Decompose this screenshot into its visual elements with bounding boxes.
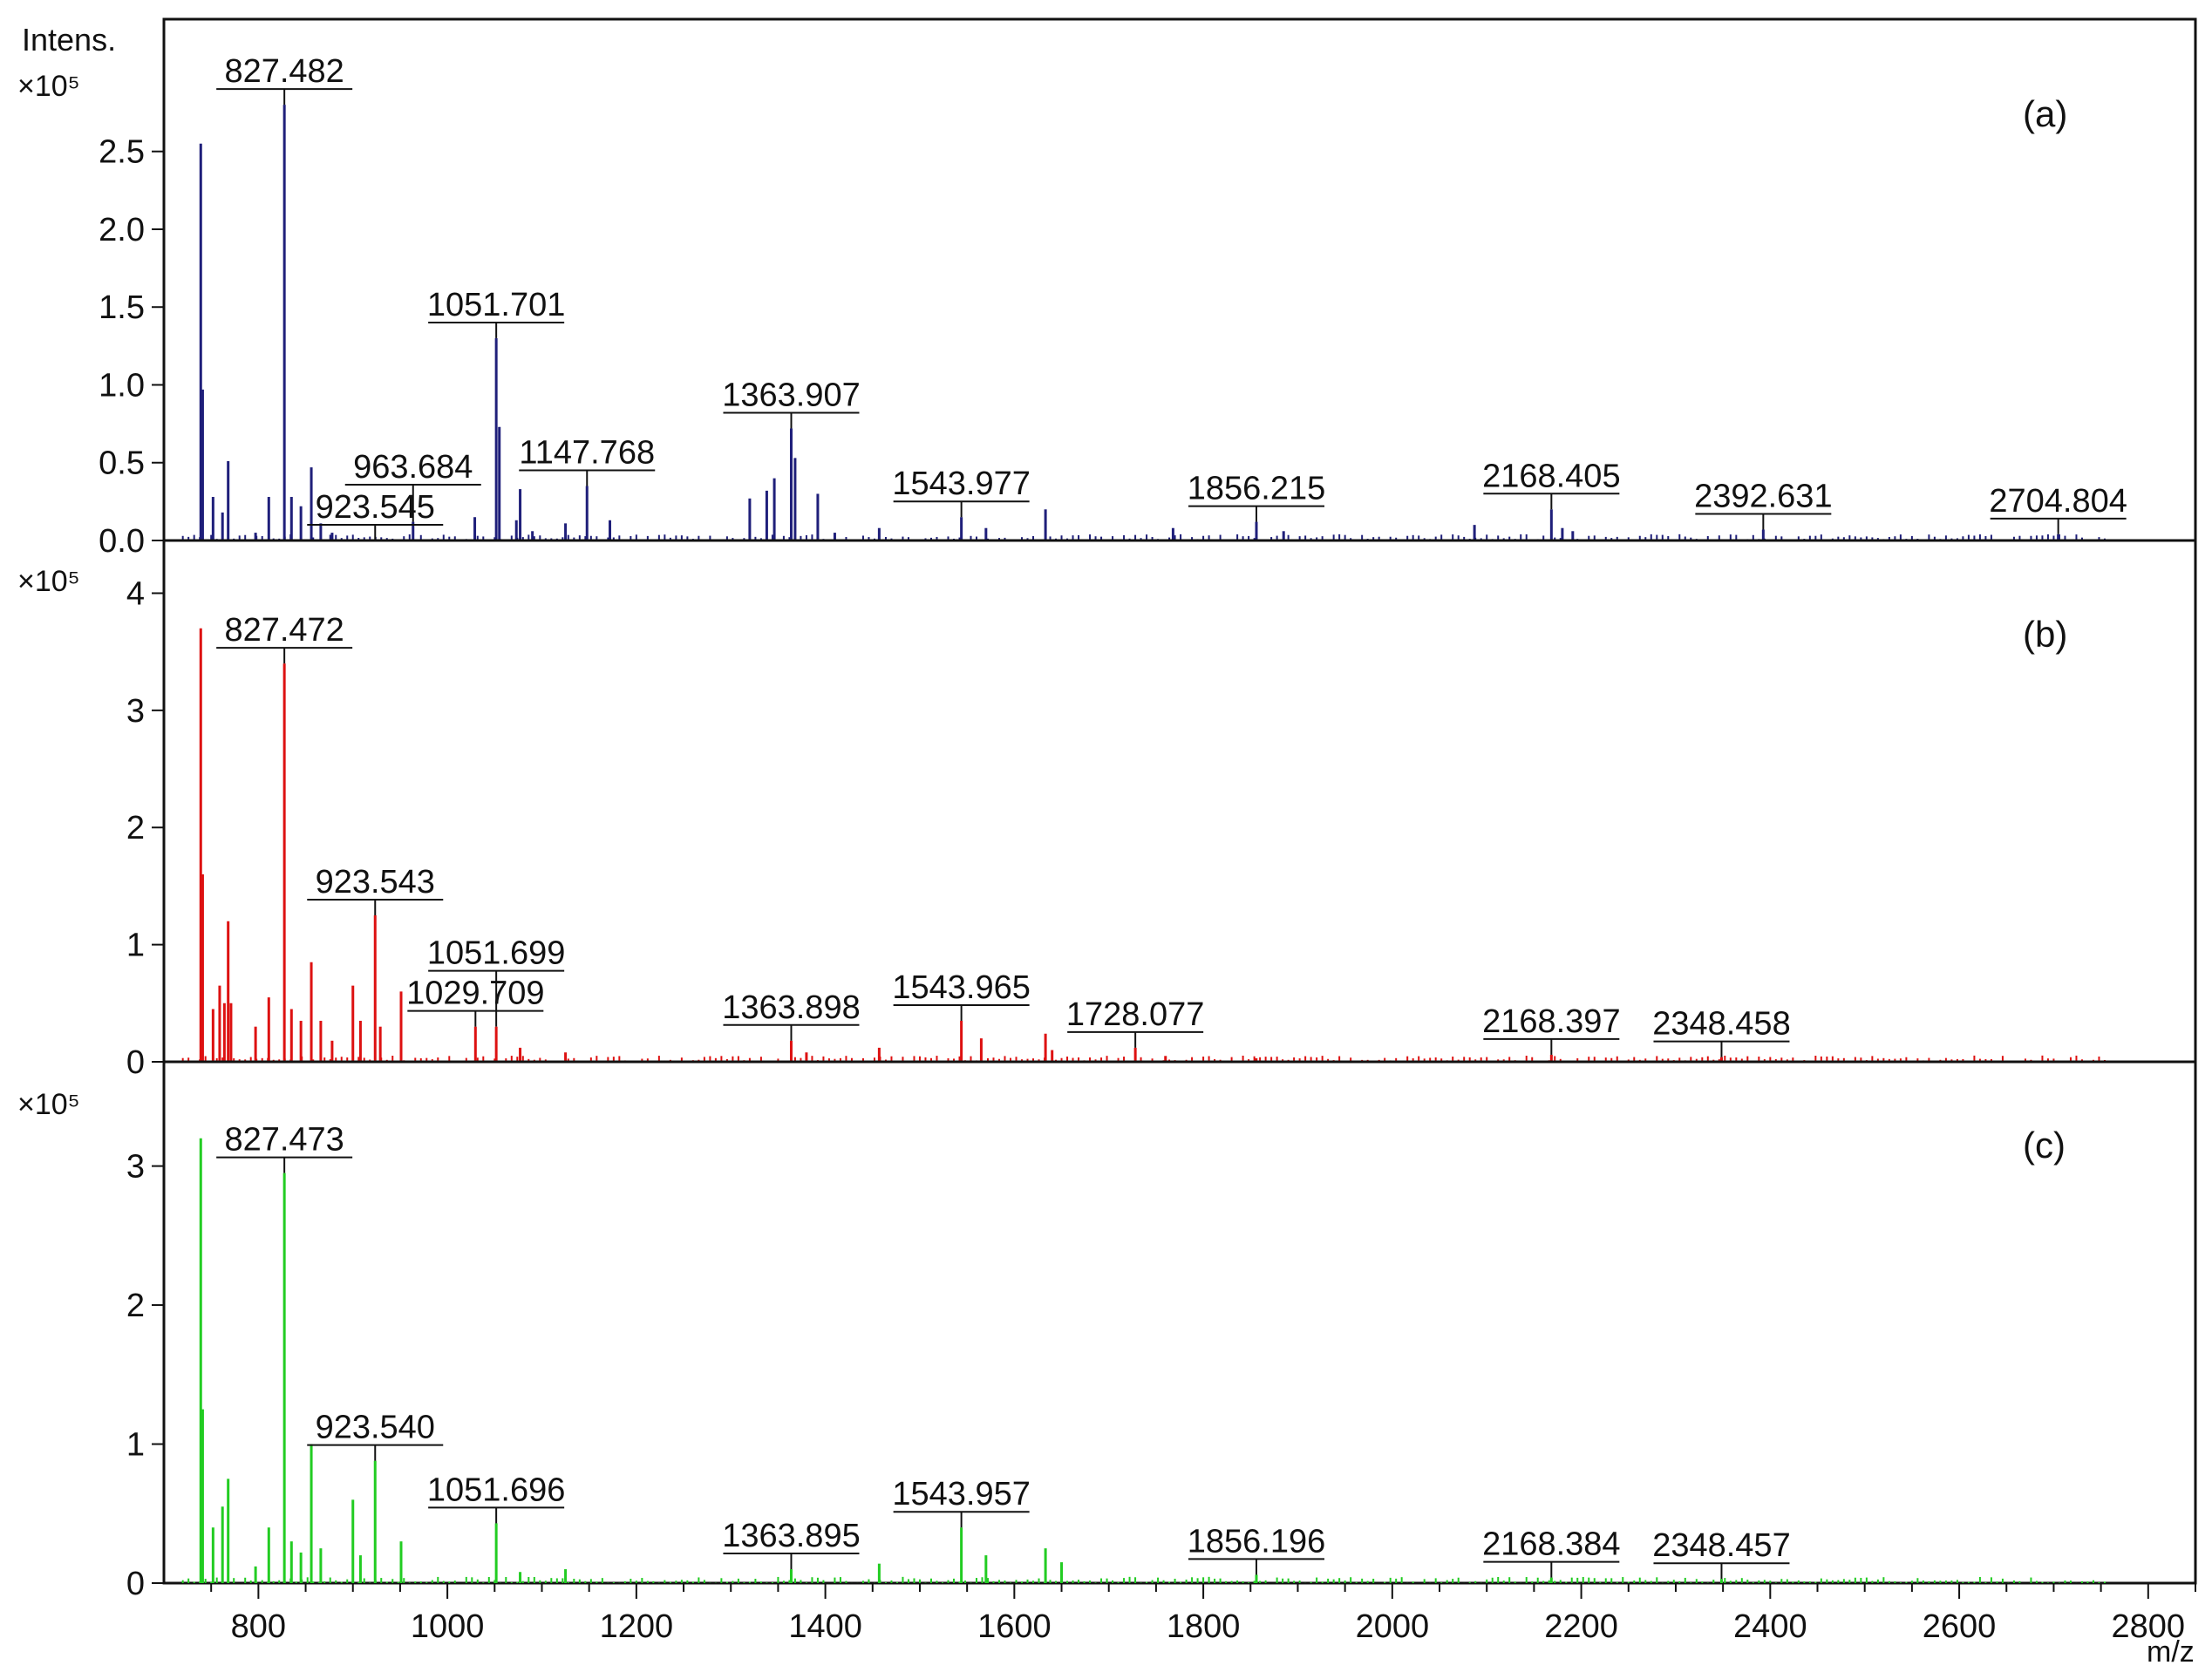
- panel-a: Intens. ×10⁵ (a) 0.0 0.5 1.0 1.5 2.0 2.5 827.…: [17, 17, 2197, 560]
- x-tick-label: 2800: [2112, 1608, 2186, 1645]
- x-tick-label: 1600: [977, 1608, 1052, 1645]
- peak-annotation-label: 1363.898: [722, 989, 861, 1026]
- x-tick-label: 1400: [788, 1608, 862, 1645]
- y-tick-label: 2: [126, 1288, 145, 1324]
- panel-c-label: (c): [2023, 1125, 2066, 1166]
- peak-annotation-label: 2348.457: [1652, 1527, 1791, 1564]
- peak-annotation-label: 923.545: [316, 489, 435, 526]
- y-tick-label: 3: [126, 1149, 145, 1186]
- peak-annotation-label: 1029.709: [406, 975, 545, 1012]
- peak-annotation-label: 1728.077: [1066, 996, 1205, 1033]
- x-tick-label: 2000: [1356, 1608, 1430, 1645]
- peak-annotation-label: 1363.907: [722, 377, 861, 413]
- x-tick-label: 2400: [1733, 1608, 1807, 1645]
- y-tick-label: 1.0: [99, 367, 145, 404]
- peak-annotation-label: 1051.701: [427, 287, 566, 323]
- y-tick-label: 1: [126, 1427, 145, 1464]
- panel-b-y-axis: 0 1 2 3 4: [126, 575, 164, 1081]
- x-axis-label: m/z: [2147, 1635, 2195, 1669]
- peak-annotation-label: 1856.196: [1188, 1523, 1326, 1560]
- y-tick-label: 1.5: [99, 289, 145, 326]
- panel-b-label: (b): [2023, 614, 2067, 655]
- peak-annotation-label: 827.472: [224, 612, 344, 649]
- peak-annotation-label: 1856.215: [1188, 471, 1326, 507]
- panel-b-peaks: [181, 628, 2106, 1062]
- peak-annotation-label: 1543.965: [892, 969, 1031, 1006]
- peak-annotation-label: 1051.696: [427, 1472, 566, 1508]
- x-tick-label: 1200: [600, 1608, 674, 1645]
- panel-c-peaks: [181, 1138, 2106, 1583]
- y-tick-label: 2.0: [99, 212, 145, 248]
- x-axis: 800 1000 1200 1400 1600 1800 2000 2200 2400 2600 2…: [210, 1583, 2196, 1645]
- x-tick-label: 1800: [1167, 1608, 1241, 1645]
- y-tick-label: 3: [126, 693, 145, 730]
- peak-annotation-label: 1147.768: [519, 435, 655, 472]
- panel-a-y-unit: ×10⁵: [17, 70, 80, 103]
- panel-c-frame: [162, 1060, 2197, 1585]
- peak-annotation-label: 827.473: [224, 1122, 344, 1159]
- peak-annotation-label: 2392.631: [1694, 479, 1833, 515]
- peak-annotation-label: 2168.397: [1482, 1003, 1621, 1040]
- panel-b: ×10⁵ (b) 0 1 2 3 4 827.472 923.543 1029.709105…: [17, 539, 2197, 1081]
- y-tick-label: 2.5: [99, 134, 145, 171]
- peak-annotation-label: 2168.405: [1482, 458, 1621, 494]
- panel-c-y-unit: ×10⁵: [17, 1088, 80, 1121]
- y-tick-label: 0: [126, 1566, 145, 1602]
- peak-annotation-label: 2168.384: [1482, 1526, 1621, 1563]
- y-tick-label: 0.5: [99, 445, 145, 482]
- panel-a-y-axis: 0.0 0.5 1.0 1.5 2.0 2.5: [99, 134, 164, 560]
- x-tick-label: 2600: [1923, 1608, 1997, 1645]
- y-tick-label: 4: [126, 575, 145, 612]
- y-tick-label: 0: [126, 1044, 145, 1081]
- panel-c-y-axis: 0 1 2 3: [126, 1149, 164, 1602]
- peak-annotation-label: 1543.957: [892, 1476, 1031, 1512]
- panel-a-peaks: [181, 105, 2106, 540]
- peak-annotation-label: 1363.895: [722, 1518, 861, 1554]
- peak-annotation-label: 2348.458: [1652, 1006, 1791, 1043]
- peak-annotation-label: 827.482: [224, 53, 344, 90]
- x-tick-label: 800: [231, 1608, 286, 1645]
- x-tick-label: 1000: [411, 1608, 485, 1645]
- x-tick-label: 2200: [1544, 1608, 1618, 1645]
- panel-b-y-unit: ×10⁵: [17, 565, 80, 598]
- y-tick-label: 2: [126, 810, 145, 846]
- intensity-axis-title: Intens.: [22, 22, 116, 58]
- panel-c: ×10⁵ (c) 0 1 2 3 827.473 923.540 1051.696 1363…: [17, 1060, 2197, 1602]
- peak-annotation-label: 2704.804: [1989, 483, 2127, 520]
- y-tick-label: 0.0: [99, 523, 145, 560]
- peak-annotation-label: 963.684: [353, 449, 473, 486]
- y-tick-label: 1: [126, 928, 145, 964]
- panel-c-annotations: 827.473 923.540 1051.696 1363.895 1543.957 18…: [216, 1122, 1791, 1580]
- peak-annotation-label: 923.543: [316, 864, 435, 901]
- panel-a-label: (a): [2023, 93, 2067, 134]
- peak-annotation-label: 1543.977: [892, 466, 1031, 502]
- peak-annotation-label: 1051.699: [427, 935, 566, 972]
- peak-annotation-label: 923.540: [316, 1410, 435, 1446]
